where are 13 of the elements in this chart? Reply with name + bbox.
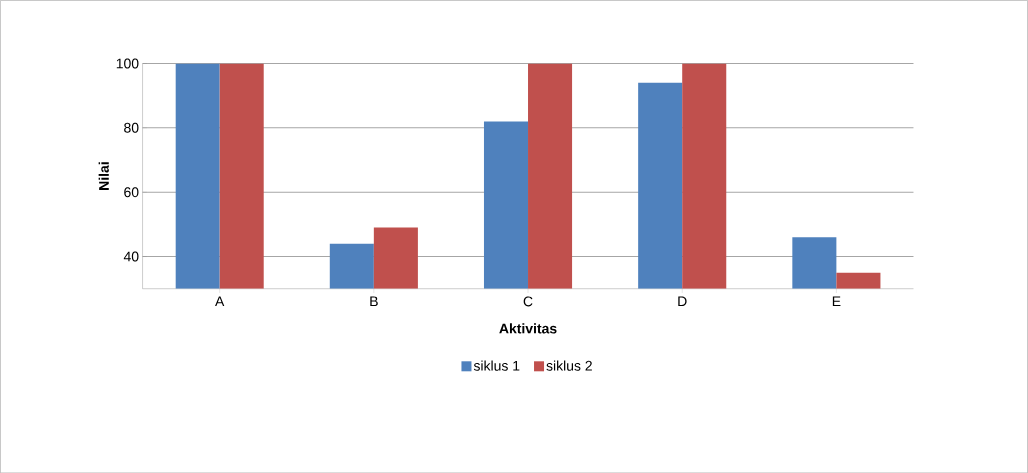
legend-label: siklus 2	[546, 360, 592, 371]
x-axis-title: Aktivitas	[499, 323, 557, 334]
y-axis-title: Nilai	[98, 162, 109, 190]
legend-label: siklus 1	[473, 360, 520, 371]
x-tick-label: D	[678, 296, 687, 306]
x-tick-label: B	[370, 296, 378, 306]
x-tick-label: C	[523, 296, 533, 307]
x-tick-label: E	[832, 296, 841, 306]
y-tick-label: 100	[116, 58, 139, 69]
y-tick-label: 40	[123, 251, 139, 262]
x-tick-label: A	[215, 296, 225, 306]
y-tick-label: 80	[124, 122, 139, 133]
y-tick-label: 60	[124, 187, 139, 197]
